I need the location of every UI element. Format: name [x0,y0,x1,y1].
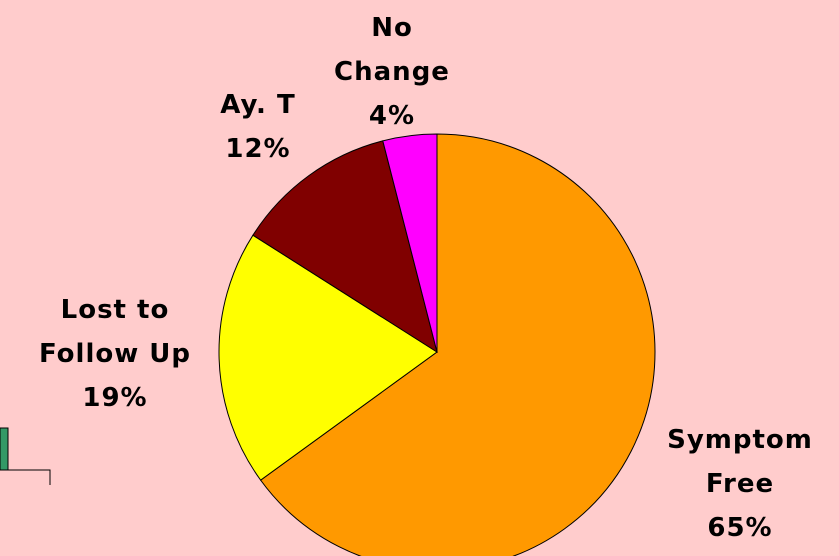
category-label: No Change [334,13,450,87]
pie-slice [259,133,656,556]
value-label: 12% [225,134,291,164]
category-label: Lost to Follow Up [38,295,192,369]
value-label: 65% [707,513,773,543]
category-label: Symptom Free [667,425,813,499]
slice-label: Lost to Follow Up 19% [23,288,208,420]
value-label: 19% [82,383,148,413]
slice-label: Ay. T 12% [198,83,318,171]
pie-slice [218,234,438,481]
axis-fragment [8,469,51,485]
legend-fragment [0,427,9,471]
pie-slice [382,133,438,353]
slice-label: No Change 4% [317,6,467,138]
slice-label: Symptom Free 65% [653,418,828,550]
pie-slice [252,140,438,354]
value-label: 4% [368,101,416,131]
category-label: Ay. T [220,90,296,120]
